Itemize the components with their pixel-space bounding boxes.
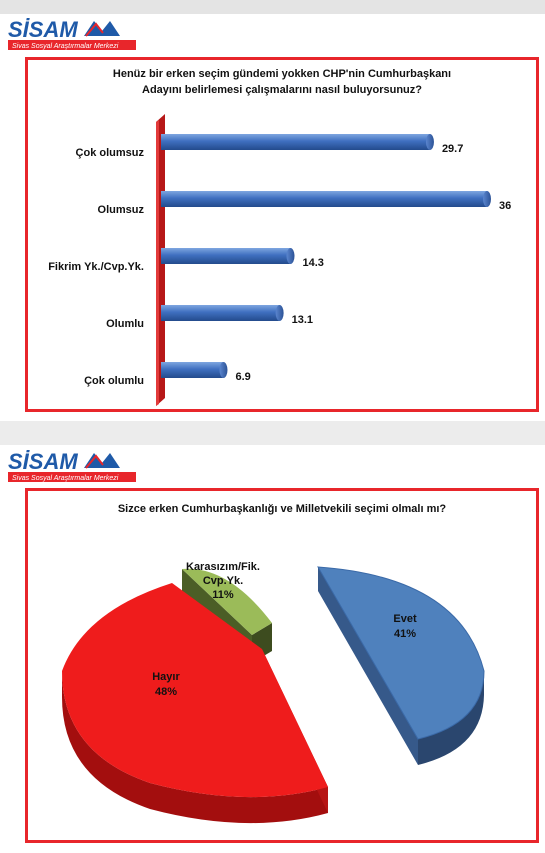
logo-subtitle-2: Sivas Sosyal Araştırmalar Merkezi <box>12 475 119 482</box>
bar-chart-title-line2: Adayını belirlemesi çalışmalarını nasıl … <box>142 84 422 96</box>
sisam-logo-2: SİSAM Sivas Sosyal Araştırmalar Merkezi <box>6 447 142 485</box>
pie-chart-title: Sizce erken Cumhurbaşkanlığı ve Milletve… <box>117 503 447 515</box>
pie-chart: Karasızım/Fik. Cvp.Yk. 11% Evet 41% Hayı… <box>62 561 485 824</box>
pie-slice-evet <box>318 567 484 739</box>
bar-chart-title-line1: Henüz bir erken seçim gündemi yokken CHP… <box>112 68 452 80</box>
pie-label-hayir-percent: 48% <box>155 686 177 698</box>
pie-label-hayir: Hayır <box>152 671 180 683</box>
bar-cap-4 <box>275 305 284 321</box>
bar-5 <box>161 362 224 378</box>
logo-brand-text: SİSAM <box>8 17 78 42</box>
sisam-logo: SİSAM Sivas Sosyal Araştırmalar Merkezi <box>6 15 142 53</box>
pie-label-karasizim-line1: Karasızım/Fik. <box>186 561 260 573</box>
bar-3 <box>161 248 291 264</box>
pie-chart-panel: Sizce erken Cumhurbaşkanlığı ve Milletve… <box>25 488 539 843</box>
category-label-4: Olumlu <box>106 318 144 330</box>
value-label-2: 36 <box>499 200 511 212</box>
axis-wall-highlight <box>156 120 159 406</box>
category-label-1: Çok olumsuz <box>76 147 145 159</box>
pie-label-karasizim-line2: Cvp.Yk. <box>203 575 243 587</box>
top-separator <box>0 0 545 14</box>
section-separator <box>0 421 545 445</box>
bar-1 <box>161 134 430 150</box>
bar-2 <box>161 191 487 207</box>
bar-4 <box>161 305 280 321</box>
logo-subtitle: Sivas Sosyal Araştırmalar Merkezi <box>12 43 119 50</box>
category-label-5: Çok olumlu <box>84 375 144 387</box>
logo-brand-text-2: SİSAM <box>8 449 78 474</box>
category-label-2: Olumsuz <box>98 204 145 216</box>
bar-cap-1 <box>425 134 434 150</box>
value-label-3: 14.3 <box>302 257 323 269</box>
pie-label-evet-percent: 41% <box>394 628 416 640</box>
bar-chart-panel: Henüz bir erken seçim gündemi yokken CHP… <box>25 57 539 412</box>
pie-slice-karasizim <box>182 568 272 635</box>
pie-slice-hayir <box>62 583 328 798</box>
value-label-1: 29.7 <box>442 143 463 155</box>
pie-label-karasizim-percent: 11% <box>212 589 234 601</box>
bar-chart: Çok olumsuz 29.7 Olumsuz 36 Fikrim Yk./Cvp.Y… <box>48 114 511 406</box>
value-label-5: 6.9 <box>235 371 250 383</box>
bar-cap-5 <box>219 362 228 378</box>
bar-cap-3 <box>286 248 295 264</box>
bar-cap-2 <box>483 191 491 207</box>
category-label-3: Fikrim Yk./Cvp.Yk. <box>48 261 144 273</box>
value-label-4: 13.1 <box>292 314 313 326</box>
pie-label-evet: Evet <box>393 613 417 625</box>
